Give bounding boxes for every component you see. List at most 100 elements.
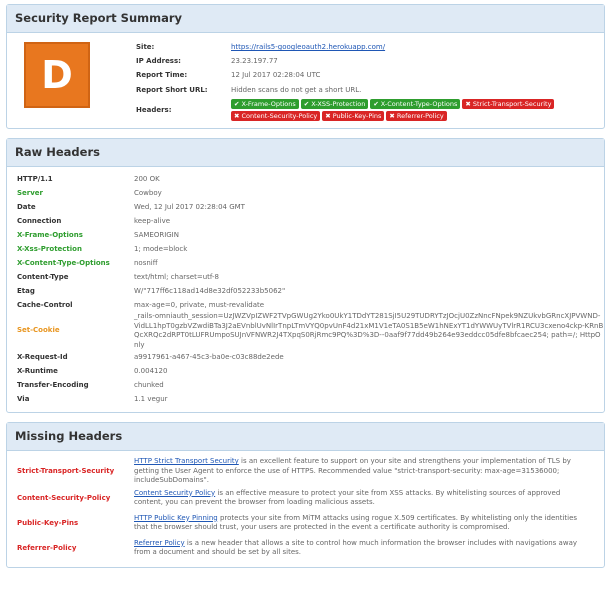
- raw-header-name: Server: [17, 189, 44, 197]
- raw-header-name: Cache-Control: [17, 301, 73, 309]
- raw-header-row: Transfer-Encoding chunked: [17, 378, 604, 392]
- raw-header-value: Cowboy: [134, 189, 162, 197]
- missing-header-text: is a new header that allows a site to co…: [134, 538, 578, 557]
- summary-title: Security Report Summary: [7, 5, 604, 33]
- raw-header-row: X-Content-Type-Options nosniff: [17, 256, 604, 270]
- missing-header-description: Content Security Policy is an effective …: [134, 486, 589, 511]
- raw-header-row: X-Xss-Protection 1; mode=block: [17, 242, 604, 256]
- ip-value: 23.23.197.77: [231, 57, 278, 66]
- header-badge-x-frame-options: ✔ X-Frame-Options: [231, 99, 299, 110]
- raw-header-value: 1.1 vegur: [134, 395, 168, 403]
- missing-headers-table: Strict-Transport-Security HTTP Strict Tra…: [17, 457, 589, 561]
- missing-headers-title: Missing Headers: [7, 423, 604, 451]
- raw-header-value: 1; mode=block: [134, 245, 188, 253]
- raw-header-name: Etag: [17, 287, 35, 295]
- missing-header-row: Public-Key-Pins HTTP Public Key Pinning p…: [17, 511, 589, 536]
- header-badge-strict-transport-security: ✖ Strict-Transport-Security: [462, 99, 555, 110]
- missing-header-link[interactable]: HTTP Public Key Pinning: [134, 513, 218, 522]
- raw-headers-panel: Raw Headers HTTP/1.1 200 OK Server Cowboy Da…: [6, 138, 605, 413]
- header-badge-referrer-policy: ✖ Referrer-Policy: [386, 111, 447, 122]
- raw-header-value: text/html; charset=utf-8: [134, 273, 219, 281]
- raw-header-value: _rails-omniauth_session=UzJWZVpIZWF2TVpG…: [134, 312, 604, 349]
- raw-header-value: Wed, 12 Jul 2017 02:28:04 GMT: [134, 203, 245, 211]
- raw-header-value: chunked: [134, 381, 164, 389]
- raw-header-row: Connection keep-alive: [17, 214, 604, 228]
- check-icon: ✔: [234, 100, 240, 109]
- raw-header-value: W/"717ff6c118ad14d8e32df052233b5062": [134, 287, 286, 295]
- cross-icon: ✖: [325, 112, 331, 121]
- short-url-value: Hidden scans do not get a short URL.: [231, 85, 362, 94]
- missing-header-description: Referrer Policy is a new header that all…: [134, 536, 589, 561]
- raw-header-row: Cache-Control max-age=0, private, must-re…: [17, 298, 604, 312]
- cross-icon: ✖: [234, 112, 240, 121]
- raw-header-name: X-Xss-Protection: [17, 245, 82, 253]
- missing-header-link[interactable]: Referrer Policy: [134, 538, 185, 547]
- header-badge-x-xss-protection: ✔ X-XSS-Protection: [300, 99, 369, 110]
- header-badge-x-content-type-options: ✔ X-Content-Type-Options: [370, 99, 461, 110]
- raw-header-row: X-Request-Id a9917961-a467-45c3-ba0e-c03c…: [17, 350, 604, 364]
- raw-header-name: Connection: [17, 217, 62, 225]
- check-icon: ✔: [373, 100, 379, 109]
- raw-header-name: X-Request-Id: [17, 353, 68, 361]
- missing-header-text: is an excellent feature to support on yo…: [134, 457, 571, 484]
- report-time-label: Report Time:: [136, 71, 188, 80]
- raw-header-name: X-Content-Type-Options: [17, 259, 110, 267]
- summary-table: Site: https://rails5-googleoauth2.heroku…: [136, 40, 571, 124]
- header-badge-label: Content-Security-Policy: [241, 112, 318, 121]
- raw-header-name: Via: [17, 395, 30, 403]
- header-badge-label: Referrer-Policy: [396, 112, 444, 121]
- missing-header-name: Public-Key-Pins: [17, 519, 79, 527]
- raw-header-row: Etag W/"717ff6c118ad14d8e32df052233b5062": [17, 284, 604, 298]
- missing-header-description: HTTP Strict Transport Security is an exc…: [134, 457, 589, 486]
- check-icon: ✔: [303, 100, 310, 109]
- raw-header-row: Content-Type text/html; charset=utf-8: [17, 270, 604, 284]
- raw-header-value: nosniff: [134, 259, 158, 267]
- short-url-label: Report Short URL:: [136, 85, 208, 94]
- missing-header-name: Referrer-Policy: [17, 544, 77, 552]
- raw-header-row: Set-Cookie _rails-omniauth_session=UzJWZV…: [17, 312, 604, 350]
- missing-header-text: protects your site from MiTM attacks usi…: [134, 513, 578, 532]
- raw-header-name: Transfer-Encoding: [17, 381, 89, 389]
- header-badge-label: X-XSS-Protection: [311, 100, 366, 109]
- grade-badge: D: [24, 42, 90, 108]
- missing-header-link[interactable]: Content Security Policy: [134, 488, 216, 497]
- missing-header-text: is an effective measure to protect your …: [134, 488, 561, 507]
- raw-header-row: Via 1.1 vegur: [17, 392, 604, 406]
- raw-header-value: max-age=0, private, must-revalidate: [134, 301, 265, 309]
- missing-header-name: Strict-Transport-Security: [17, 467, 115, 476]
- raw-header-value: 200 OK: [134, 175, 160, 183]
- cross-icon: ✖: [389, 112, 395, 121]
- raw-headers-title: Raw Headers: [7, 139, 604, 167]
- raw-header-value: 0.004120: [134, 367, 168, 375]
- raw-header-value: keep-alive: [134, 217, 171, 225]
- headers-label: Headers:: [136, 106, 172, 115]
- missing-header-description: HTTP Public Key Pinning protects your si…: [134, 511, 589, 536]
- raw-header-row: X-Frame-Options SAMEORIGIN: [17, 228, 604, 242]
- header-badge-label: Strict-Transport-Security: [472, 100, 552, 109]
- summary-panel: Security Report Summary D Site: https://…: [6, 4, 605, 129]
- raw-header-name: Content-Type: [17, 273, 69, 281]
- missing-header-link[interactable]: HTTP Strict Transport Security: [134, 457, 239, 465]
- raw-header-name: HTTP/1.1: [17, 175, 53, 183]
- cross-icon: ✖: [465, 100, 471, 109]
- site-link[interactable]: https://rails5-googleoauth2.herokuapp.co…: [231, 43, 386, 52]
- raw-header-name: Date: [17, 203, 36, 211]
- header-badge-label: X-Frame-Options: [241, 100, 296, 109]
- raw-header-name: Set-Cookie: [17, 326, 60, 335]
- raw-header-value: a9917961-a467-45c3-ba0e-c03c88de2ede: [134, 353, 284, 361]
- raw-header-row: HTTP/1.1 200 OK: [17, 172, 604, 186]
- ip-label: IP Address:: [136, 57, 181, 66]
- missing-header-name: Content-Security-Policy: [17, 494, 111, 502]
- missing-header-row: Strict-Transport-Security HTTP Strict Tra…: [17, 457, 589, 486]
- header-badge-label: Public-Key-Pins: [332, 112, 382, 121]
- missing-header-row: Content-Security-Policy Content Security …: [17, 486, 589, 511]
- header-badge-public-key-pins: ✖ Public-Key-Pins: [322, 111, 385, 122]
- raw-headers-table: HTTP/1.1 200 OK Server Cowboy Date Wed, 12 Ju…: [17, 172, 604, 406]
- header-badge-label: X-Content-Type-Options: [380, 100, 458, 109]
- header-badges: ✔ X-Frame-Options ✔ X-XSS-Protection ✔ X-Cont…: [231, 99, 571, 122]
- raw-header-row: Date Wed, 12 Jul 2017 02:28:04 GMT: [17, 200, 604, 214]
- raw-header-name: X-Frame-Options: [17, 231, 83, 239]
- missing-header-row: Referrer-Policy Referrer Policy is a new …: [17, 536, 589, 561]
- raw-header-value: SAMEORIGIN: [134, 231, 179, 239]
- report-time-value: 12 Jul 2017 02:28:04 UTC: [231, 71, 321, 80]
